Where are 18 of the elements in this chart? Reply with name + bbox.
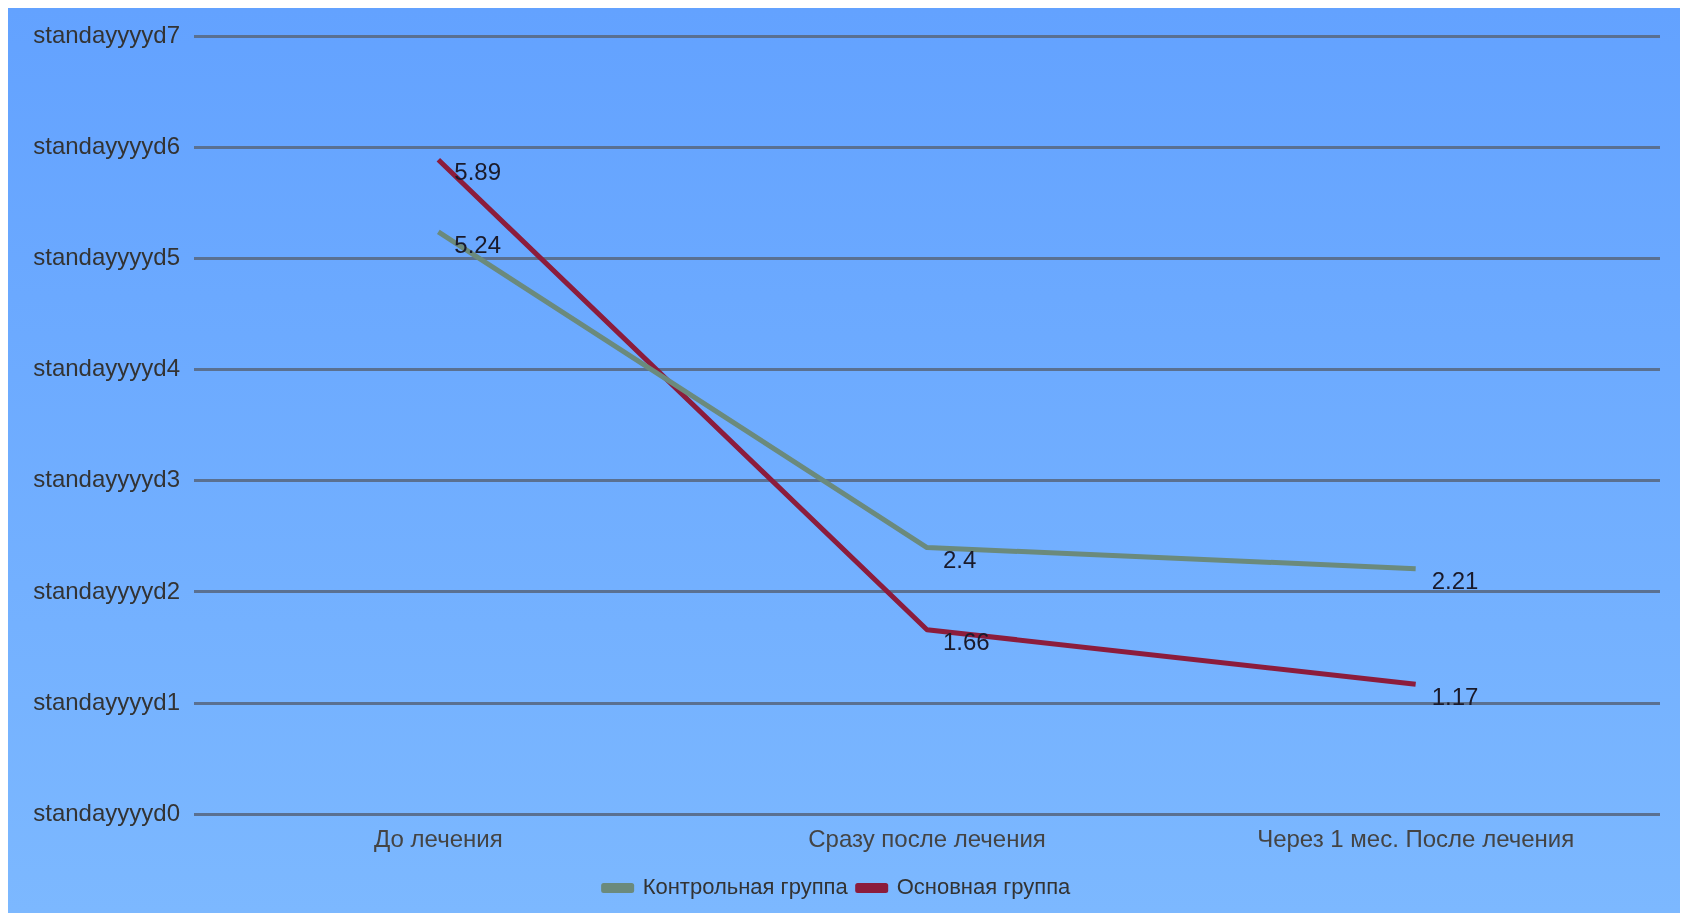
data-label: 5.89 [454, 158, 502, 186]
text: standayyyyd7 [33, 21, 180, 49]
text: standayyyyd1 [33, 687, 180, 715]
text: standayyyyd4 [33, 354, 180, 382]
x-tick-label: Сразу после лечения [808, 825, 1046, 853]
x-tick-label: Через 1 мес. После лечения [1257, 825, 1575, 853]
legend-label: Контрольная группа [642, 874, 849, 900]
text: standayyyyd2 [33, 576, 180, 604]
data-label: 2.4 [943, 546, 977, 574]
legend-label: Основная группа [896, 874, 1072, 900]
text: standayyyyd6 [33, 132, 180, 160]
data-label: 1.17 [1431, 682, 1479, 710]
data-label: 1.66 [943, 628, 990, 656]
text: standayyyyd5 [33, 243, 180, 271]
x-tick-label: До лечения [374, 825, 503, 853]
text: standayyyyd3 [33, 465, 180, 493]
data-label: 2.21 [1431, 567, 1479, 595]
text: standayyyyd0 [33, 798, 180, 826]
